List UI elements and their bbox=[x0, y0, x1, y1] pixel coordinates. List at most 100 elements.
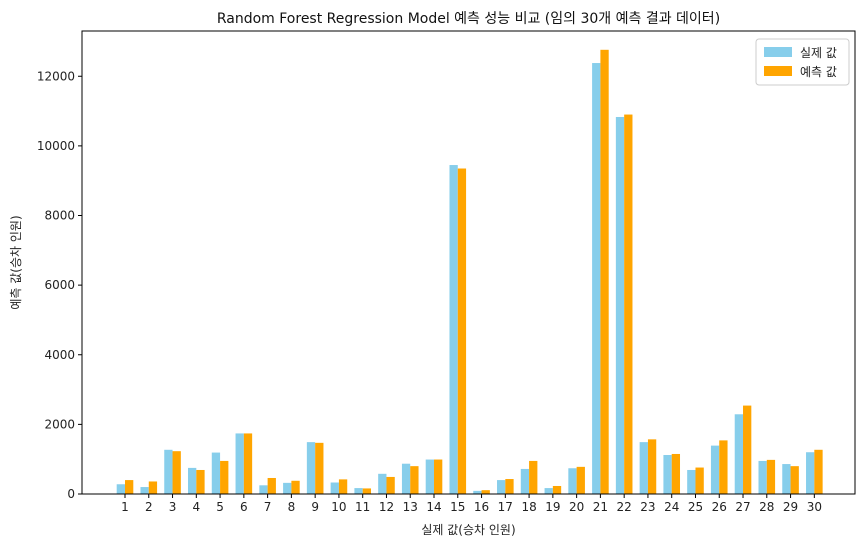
bar-actual-21 bbox=[592, 63, 601, 494]
x-tick-label: 3 bbox=[169, 500, 177, 514]
x-tick-label: 4 bbox=[192, 500, 200, 514]
bar-predicted-6 bbox=[243, 433, 253, 494]
plot-area: 1 2 3 4 5 6 7 8 9 10 11 12 13 14 15 16 17 18 19 20 21 22 23 24 2… bbox=[37, 30, 856, 514]
x-tick-label: 17 bbox=[498, 500, 513, 514]
plot-frame bbox=[81, 30, 856, 495]
y-tick-label: 2000 bbox=[44, 417, 75, 431]
bar-predicted-17 bbox=[505, 479, 514, 494]
x-tick-label: 2 bbox=[145, 500, 153, 514]
bar-actual-27 bbox=[734, 414, 744, 494]
bar-actual-4 bbox=[188, 467, 197, 494]
x-axis-title: 실제 값(승차 인원) bbox=[421, 523, 515, 537]
legend-label-predicted: 예측 값 bbox=[800, 65, 837, 79]
bar-actual-16 bbox=[473, 490, 482, 494]
y-tick-label: 6000 bbox=[44, 278, 75, 292]
bar-actual-6 bbox=[235, 433, 244, 494]
bar-actual-18 bbox=[520, 468, 530, 494]
x-tick-label: 14 bbox=[426, 500, 441, 514]
bar-predicted-3 bbox=[172, 451, 181, 494]
bar-predicted-22 bbox=[624, 114, 633, 495]
bar-predicted-14 bbox=[434, 459, 443, 494]
bar-actual-28 bbox=[758, 460, 767, 494]
bar-actual-22 bbox=[615, 116, 625, 495]
bar-predicted-18 bbox=[529, 460, 538, 494]
x-tick-label: 20 bbox=[569, 500, 584, 514]
bar-predicted-30 bbox=[814, 449, 823, 494]
x-tick-label: 21 bbox=[593, 500, 608, 514]
bar-actual-7 bbox=[259, 485, 268, 494]
x-tick-label: 5 bbox=[216, 500, 224, 514]
bar-predicted-21 bbox=[600, 49, 609, 495]
bar-predicted-5 bbox=[220, 460, 229, 494]
x-tick-label: 29 bbox=[783, 500, 798, 514]
bar-actual-14 bbox=[425, 459, 435, 494]
bar-predicted-20 bbox=[576, 466, 585, 494]
bar-predicted-16 bbox=[481, 490, 490, 494]
x-tick-label: 26 bbox=[712, 500, 727, 514]
bar-actual-19 bbox=[544, 488, 553, 494]
bar-predicted-4 bbox=[196, 469, 205, 494]
bar-actual-23 bbox=[639, 442, 648, 494]
legend-label-actual: 실제 값 bbox=[800, 46, 837, 60]
x-tick-label: 30 bbox=[807, 500, 822, 514]
bar-actual-10 bbox=[330, 482, 339, 494]
bar-actual-1 bbox=[116, 484, 125, 494]
bar-actual-8 bbox=[283, 482, 292, 494]
bar-actual-2 bbox=[140, 487, 149, 494]
bar-actual-9 bbox=[306, 442, 316, 494]
y-tick-label: 10000 bbox=[37, 139, 75, 153]
legend: 실제 값예측 값 bbox=[755, 38, 850, 86]
bar-actual-30 bbox=[806, 452, 815, 494]
bar-predicted-26 bbox=[719, 440, 728, 494]
y-tick-label: 4000 bbox=[44, 348, 75, 362]
bar-predicted-9 bbox=[315, 442, 324, 494]
x-tick-label: 15 bbox=[450, 500, 465, 514]
bar-predicted-23 bbox=[647, 439, 657, 494]
bar-predicted-24 bbox=[671, 453, 681, 494]
bar-actual-13 bbox=[401, 463, 411, 494]
bar-predicted-25 bbox=[695, 467, 704, 494]
bar-predicted-28 bbox=[766, 459, 776, 494]
x-tick-label: 27 bbox=[735, 500, 750, 514]
bar-predicted-8 bbox=[291, 480, 300, 494]
x-tick-label: 12 bbox=[379, 500, 394, 514]
bar-predicted-1 bbox=[125, 480, 134, 494]
bar-actual-5 bbox=[211, 452, 221, 494]
x-tick-label: 6 bbox=[240, 500, 248, 514]
x-tick-label: 13 bbox=[403, 500, 418, 514]
bar-predicted-7 bbox=[267, 477, 276, 494]
bar-predicted-29 bbox=[790, 466, 799, 494]
x-tick-label: 23 bbox=[640, 500, 655, 514]
y-tick-label: 12000 bbox=[37, 69, 75, 83]
x-tick-label: 7 bbox=[264, 500, 272, 514]
bar-predicted-12 bbox=[386, 476, 395, 494]
bar-predicted-15 bbox=[457, 168, 467, 494]
bar-predicted-2 bbox=[148, 481, 158, 494]
x-tick-label: 19 bbox=[545, 500, 560, 514]
x-tick-label: 25 bbox=[688, 500, 703, 514]
y-axis-title: 예측 값(승차 인원) bbox=[9, 215, 23, 309]
bar-actual-26 bbox=[710, 445, 720, 494]
y-tick-label: 8000 bbox=[44, 209, 75, 223]
x-tick-label: 10 bbox=[331, 500, 346, 514]
bar-actual-15 bbox=[449, 165, 458, 494]
bar-actual-12 bbox=[378, 473, 387, 494]
bar-predicted-11 bbox=[362, 488, 371, 494]
bar-predicted-27 bbox=[743, 405, 752, 494]
x-tick-label: 18 bbox=[521, 500, 536, 514]
y-tick-label: 0 bbox=[67, 487, 75, 501]
bar-actual-11 bbox=[354, 488, 363, 494]
bar-actual-25 bbox=[687, 469, 696, 494]
bar-actual-29 bbox=[782, 464, 791, 494]
bar-actual-3 bbox=[164, 449, 173, 494]
x-tick-label: 24 bbox=[664, 500, 679, 514]
bar-predicted-13 bbox=[410, 466, 419, 494]
bar-actual-20 bbox=[568, 468, 577, 494]
bar-predicted-10 bbox=[338, 479, 348, 494]
x-tick-label: 11 bbox=[355, 500, 370, 514]
x-tick-label: 9 bbox=[311, 500, 319, 514]
chart-title: Random Forest Regression Model 예측 성능 비교 … bbox=[217, 11, 720, 27]
x-tick-label: 28 bbox=[759, 500, 774, 514]
x-tick-label: 22 bbox=[617, 500, 632, 514]
